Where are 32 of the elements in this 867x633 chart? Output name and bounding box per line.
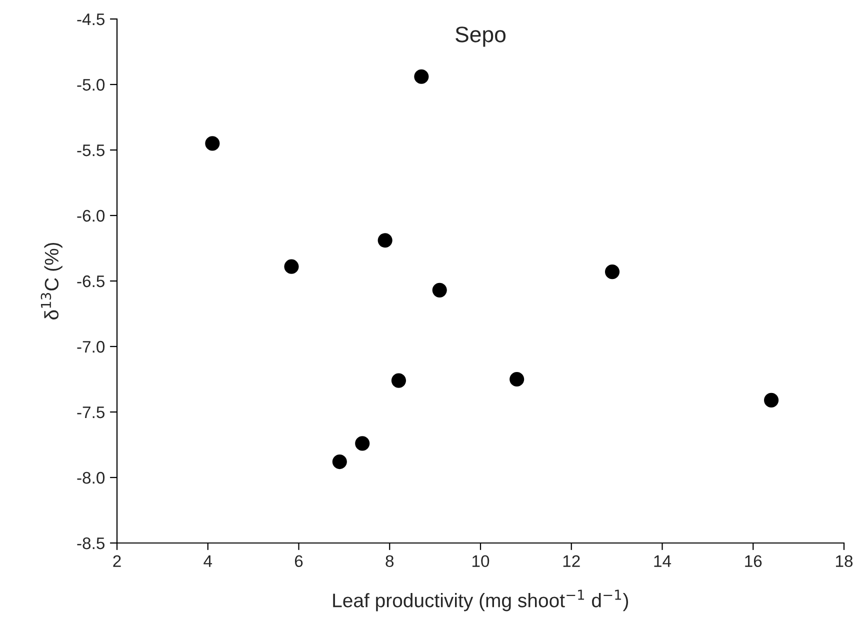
- point: [432, 282, 447, 298]
- y-tick-label: -7.5: [77, 406, 104, 418]
- point: [764, 392, 779, 408]
- x-tick-label: 2: [113, 555, 121, 567]
- x-tick-label: 10: [472, 555, 490, 568]
- x-axis-title: Leaf productivity (mg shoot$^{−1}$ d$^{−1}$): [333, 590, 628, 612]
- point: [604, 264, 620, 280]
- point: [391, 373, 406, 388]
- x-tick-label: 12: [563, 555, 580, 567]
- y-tick-label: -7.0: [77, 340, 105, 353]
- x-tick-label: 18: [836, 555, 853, 568]
- point: [332, 454, 347, 470]
- y-tick-label: -5.5: [77, 144, 104, 156]
- point: [284, 259, 299, 274]
- chart-title: Sepo: [456, 26, 506, 47]
- y-tick-label: -4.5: [77, 14, 104, 26]
- point: [414, 69, 429, 84]
- point: [378, 233, 392, 248]
- y-tick-label: -6.0: [77, 210, 105, 222]
- point: [510, 372, 524, 387]
- point: [355, 436, 370, 451]
- y-tick-label: -8.5: [77, 537, 104, 550]
- x-tick-label: 6: [294, 555, 303, 568]
- x-tick-label: 16: [745, 555, 762, 568]
- y-tick-label: -8.0: [77, 472, 105, 484]
- y-axis-title: δ$^{13}$C (%): [40, 242, 62, 320]
- x-tick-label: 4: [204, 555, 212, 567]
- y-tick-label: -5.0: [77, 78, 105, 91]
- y-tick-label: -6.5: [77, 275, 104, 288]
- x-tick-label: 8: [386, 555, 394, 568]
- x-tick-label: 14: [654, 555, 672, 567]
- point: [205, 136, 220, 151]
